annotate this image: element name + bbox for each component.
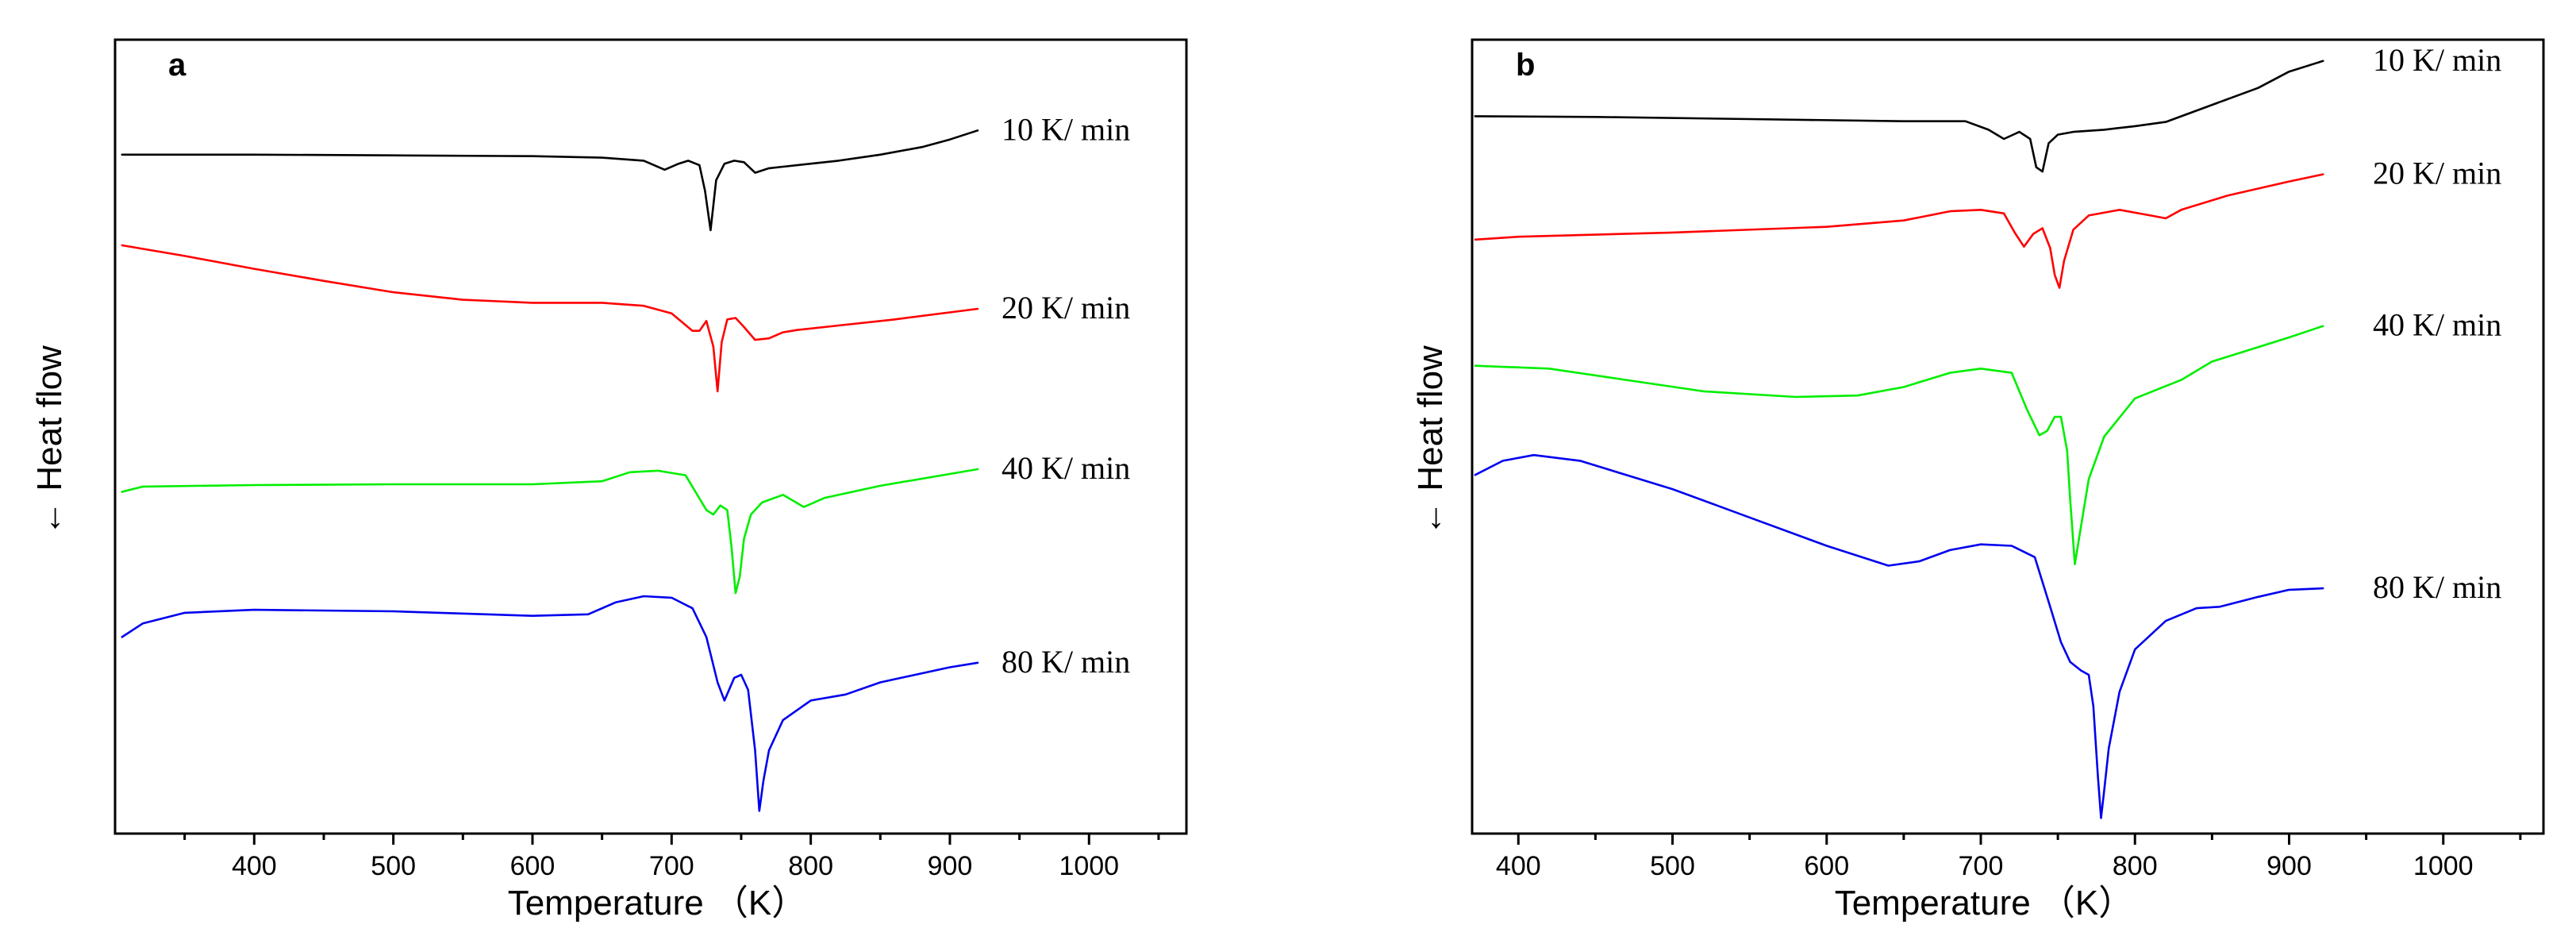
series-line-80kmin (1474, 453, 2324, 819)
panel-a: a ← Heat flow Temperature （K） 400 500 600 7… (30, 38, 1188, 923)
x-tick-label: 500 (371, 851, 416, 881)
series-label: 20 K/ min (1002, 290, 1130, 325)
series-line-10kmin (1474, 60, 2324, 173)
x-ticks: 400 500 600 700 800 900 1000 (183, 834, 1160, 881)
x-ticks: 400 500 600 700 800 900 1000 (1496, 834, 2522, 881)
x-tick-label: 900 (2266, 851, 2312, 881)
x-tick-label: 400 (232, 851, 277, 881)
x-tick-label: 800 (788, 851, 833, 881)
y-axis-title: ← Heat flow (30, 345, 69, 536)
series-group: 10 K/ min 20 K/ min 40 K/ min 80 K/ min (1474, 42, 2501, 819)
plot-frame (1471, 38, 2545, 835)
x-tick-label: 700 (649, 851, 694, 881)
series-label: 10 K/ min (2373, 42, 2501, 78)
series-line-20kmin (1474, 173, 2324, 289)
x-tick-label: 600 (1804, 851, 1849, 881)
series-label: 80 K/ min (1002, 644, 1130, 680)
y-axis-title: ← Heat flow (1411, 345, 1450, 536)
x-tick-label: 900 (928, 851, 973, 881)
series-line-10kmin (121, 129, 979, 232)
x-tick-label: 1000 (1059, 851, 1119, 881)
panel-b: b ← Heat flow Temperature （K） 400 500 600 7… (1411, 38, 2545, 923)
x-axis-title: Temperature （K） (1835, 884, 2134, 923)
series-label: 10 K/ min (1002, 111, 1130, 147)
plot-frame (113, 38, 1188, 835)
series-line-20kmin (121, 244, 979, 393)
series-label: 80 K/ min (2373, 569, 2501, 605)
series-line-40kmin (121, 468, 979, 595)
x-tick-label: 1000 (2413, 851, 2474, 881)
series-line-80kmin (121, 595, 979, 812)
x-tick-label: 600 (510, 851, 556, 881)
x-tick-label: 400 (1496, 851, 1541, 881)
x-tick-label: 800 (2113, 851, 2158, 881)
series-label: 20 K/ min (2373, 156, 2501, 191)
series-line-40kmin (1474, 325, 2324, 565)
panel-label: a (168, 48, 186, 83)
x-axis-title: Temperature （K） (508, 884, 807, 923)
x-tick-label: 500 (1650, 851, 1695, 881)
x-tick-label: 700 (1959, 851, 2004, 881)
series-label: 40 K/ min (2373, 307, 2501, 343)
series-group: 10 K/ min 20 K/ min 40 K/ min 80 K/ min (121, 111, 1130, 812)
panel-label: b (1516, 48, 1535, 83)
series-label: 40 K/ min (1002, 450, 1130, 486)
